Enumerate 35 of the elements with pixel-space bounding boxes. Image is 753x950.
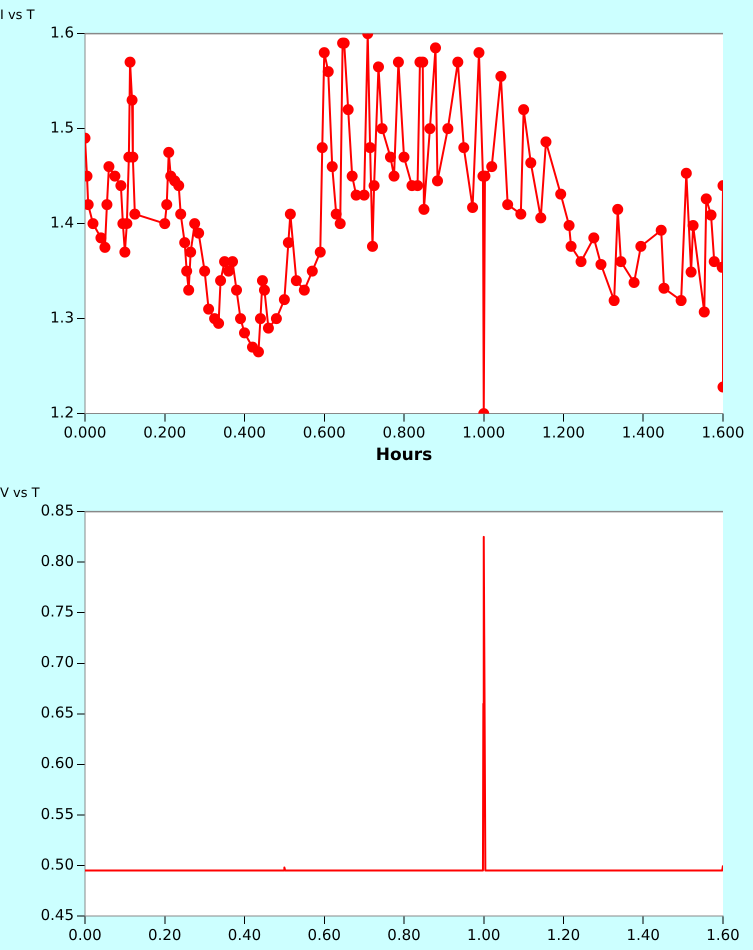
y-tick-label: 0.55 xyxy=(40,804,74,823)
y-tick-label: 0.80 xyxy=(40,552,74,570)
x-tick-label: 1.200 xyxy=(542,423,585,442)
y-tick-label: 0.60 xyxy=(40,754,74,772)
x-tick-label: 0.60 xyxy=(308,926,341,944)
x-tick-label: 0.400 xyxy=(223,423,266,442)
y-tick-label: 0.70 xyxy=(40,653,74,672)
x-tick-label: 0.80 xyxy=(387,926,421,944)
x-tick-label: 0.000 xyxy=(64,423,106,442)
y-tick-label: 1.3 xyxy=(50,308,74,326)
y-tick-label: 0.75 xyxy=(40,602,74,621)
x-tick-label: 0.600 xyxy=(302,423,346,442)
x-tick-label: 1.600 xyxy=(702,423,744,442)
y-tick-label: 1.4 xyxy=(50,213,74,232)
x-tick-label: 1.20 xyxy=(546,926,580,944)
y-tick-label: 0.65 xyxy=(40,704,74,722)
y-tick-label: 1.5 xyxy=(50,118,74,136)
x-tick-label: 1.60 xyxy=(706,926,740,944)
y-tick-label: 1.2 xyxy=(50,403,74,422)
x-tick-label: 0.800 xyxy=(382,423,426,442)
x-tick-label: 0.40 xyxy=(228,926,262,944)
x-tick-label: 1.000 xyxy=(462,423,506,442)
chart-title: I vs T xyxy=(0,8,35,24)
y-tick-label: 0.85 xyxy=(40,501,74,520)
x-tick-label: 1.40 xyxy=(626,926,660,944)
x-tick-label: 0.00 xyxy=(68,926,102,944)
x-tick-label: 1.00 xyxy=(467,926,500,944)
x-tick-label: 0.20 xyxy=(148,926,182,944)
x-tick-label: 0.200 xyxy=(143,423,186,442)
x-tick-label: 1.400 xyxy=(622,423,665,442)
x-axis-title: Hours xyxy=(376,445,432,466)
y-tick-label: 0.50 xyxy=(40,855,74,874)
chart-title: V vs T xyxy=(0,486,40,502)
y-tick-label: 1.6 xyxy=(50,23,74,42)
y-tick-label: 0.45 xyxy=(40,906,74,924)
